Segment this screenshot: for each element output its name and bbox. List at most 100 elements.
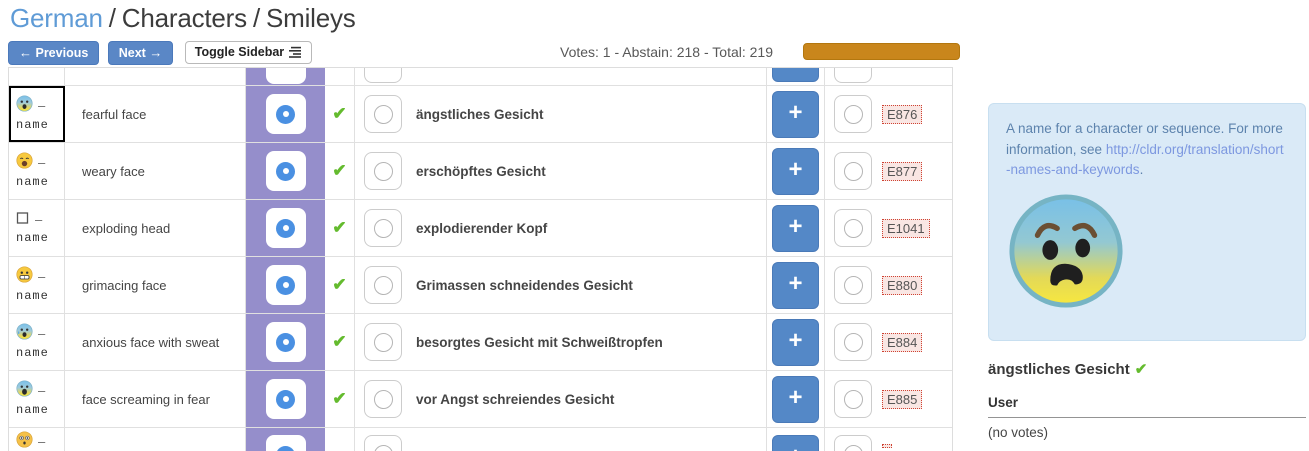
approved-check-icon: ✔ [332,389,347,408]
current-vote-box[interactable] [265,68,306,84]
radio-circle-icon [843,389,863,409]
add-translation-button[interactable]: + [772,147,819,195]
add-translation-button[interactable]: + [772,90,819,138]
approved-check-icon: ✔ [332,104,347,123]
add-translation-button[interactable]: + [772,68,819,82]
previous-button[interactable]: ← Previous [8,41,100,65]
emoji-dash: – [35,212,43,228]
table-row: – name anxious face with sweat ✔ besorgt… [9,314,952,371]
selected-radio-icon [276,389,295,409]
table-row: – name weary face ✔ erschöpftes Gesicht … [9,143,952,200]
english-name: grimacing face [82,277,167,293]
add-translation-button[interactable]: + [772,318,819,366]
winning-value-cell: vor Angst schreiendes Gesicht [355,371,767,427]
radio-circle-icon [843,218,863,238]
vote-radio-box[interactable] [364,435,402,451]
current-vote-box[interactable] [265,265,306,305]
toolbar: ← Previous Next → Toggle Sidebar Votes: … [8,41,1309,65]
selected-radio-icon [276,332,295,352]
radio-circle-icon [373,161,393,181]
current-vote-box[interactable] [265,208,306,248]
vote-radio-box[interactable] [364,323,402,361]
current-vote-box[interactable] [265,94,306,134]
table-row: – name face screaming in fear ✔ vor Angs… [9,371,952,428]
xpath-code-badge[interactable] [882,444,892,448]
radio-circle-icon [843,444,863,451]
xpath-code-badge[interactable]: E885 [882,389,923,409]
emoji-dash: – [38,155,46,171]
add-translation-button[interactable]: + [772,261,819,309]
right-arrow-icon: → [149,45,163,60]
german-name: vor Angst schreiendes Gesicht [416,391,615,407]
vote-radio-box[interactable] [364,266,402,304]
german-name: erschöpftes Gesicht [416,163,546,179]
abstain-radio-box[interactable] [834,266,872,304]
winning-value-cell: besorgtes Gesicht mit Schweißtropfen [355,314,767,370]
next-button[interactable]: Next → [107,41,174,65]
abstain-radio-box[interactable] [834,68,872,83]
winning-value-cell [355,428,767,451]
emoji-dash: – [38,98,46,114]
table-row: – + [9,428,952,451]
vote-radio-box[interactable] [364,152,402,190]
toggle-sidebar-button[interactable]: Toggle Sidebar [184,41,313,64]
item-code-cell[interactable]: – name [9,200,65,256]
xpath-code-badge[interactable]: E884 [882,332,923,352]
item-code-cell[interactable] [9,68,65,85]
info-sidebar: A name for a character or sequence. For … [988,103,1306,440]
item-type-label: name [16,230,49,245]
item-type-label: name [16,175,49,189]
anxious-face-emoji [16,323,33,346]
xpath-code-badge[interactable]: E880 [882,275,923,295]
abstain-radio-box[interactable] [834,435,872,451]
winning-value-cell: erschöpftes Gesicht [355,143,767,199]
abstain-radio-box[interactable] [834,95,872,133]
item-type-label: name [16,403,49,417]
table-row: – name exploding head ✔ explodierender K… [9,200,952,257]
xpath-code-badge[interactable]: E876 [882,104,923,124]
xpath-code-badge[interactable]: E877 [882,161,923,181]
add-translation-button[interactable]: + [772,204,819,252]
add-translation-button[interactable]: + [772,435,819,451]
abstain-radio-box[interactable] [834,323,872,361]
abstain-radio-box[interactable] [834,380,872,418]
item-type-label: name [16,346,49,360]
item-code-cell[interactable]: – name [9,371,65,427]
grimacing-face-emoji [16,266,33,289]
radio-circle-icon [843,161,863,181]
radio-circle-icon [373,389,393,409]
vote-radio-box[interactable] [364,95,402,133]
vote-column-cell [246,68,325,85]
votes-summary: Votes: 1 - Abstain: 218 - Total: 219 [560,44,773,60]
item-code-cell[interactable]: – name [9,86,65,142]
abstain-radio-box[interactable] [834,209,872,247]
breadcrumb-locale-link[interactable]: German [10,3,103,33]
current-vote-box[interactable] [265,379,306,419]
german-name: besorgtes Gesicht mit Schweißtropfen [416,334,663,350]
vote-radio-box[interactable] [364,380,402,418]
abstain-radio-box[interactable] [834,152,872,190]
current-vote-box[interactable] [265,151,306,191]
help-link[interactable]: http://cldr.org/translation/short-names-… [1006,141,1284,178]
help-text: A name for a character or sequence. For … [1006,121,1283,157]
vote-radio-box[interactable] [364,68,402,83]
english-name: exploding head [82,220,171,236]
vote-radio-box[interactable] [364,209,402,247]
xpath-code-badge[interactable]: E1041 [882,218,930,238]
winning-value-cell: explodierender Kopf [355,200,767,256]
approved-check-icon: ✔ [332,218,347,237]
others-cell: E880 [825,257,947,313]
item-code-cell[interactable]: – name [9,314,65,370]
current-vote-box[interactable] [265,435,306,451]
fearful-face-preview-image [1007,192,1288,317]
item-code-cell[interactable]: – name [9,143,65,199]
german-name: Grimassen schneidendes Gesicht [416,277,633,293]
item-code-cell[interactable]: – [9,428,65,451]
item-code-cell[interactable]: – name [9,257,65,313]
current-vote-box[interactable] [265,322,306,362]
radio-circle-icon [373,218,393,238]
add-translation-button[interactable]: + [772,375,819,423]
emoji-dash: – [38,326,46,342]
missing-glyph-emoji [16,211,30,231]
